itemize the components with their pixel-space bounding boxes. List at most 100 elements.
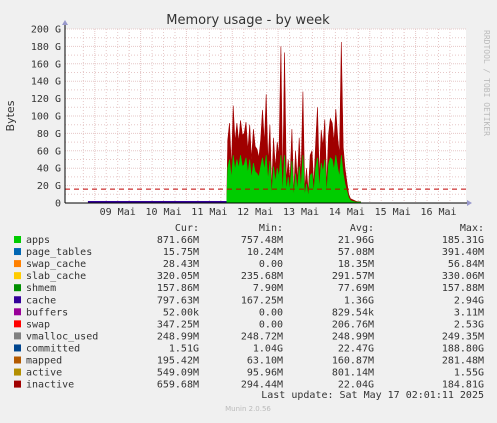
legend-avg-value: 1.36G (344, 295, 374, 306)
y-tick-label: 140 G (31, 77, 61, 88)
legend-avg-value: 829.54k (332, 307, 374, 318)
legend-name: slab_cache (26, 271, 86, 282)
x-tick-label: 14 Mai (329, 207, 365, 218)
y-tick-label: 0 (55, 199, 61, 210)
legend-max-value: 2.53G (454, 319, 484, 330)
x-tick-label: 13 Mai (283, 207, 319, 218)
legend-name: cache (26, 295, 56, 306)
legend-max-value: 56.84M (448, 259, 484, 270)
legend-cur-value: 248.99M (157, 331, 199, 342)
legend-name: page_tables (26, 247, 92, 258)
legend-max-value: 188.80G (442, 343, 484, 354)
chart-title: Memory usage - by week (166, 13, 330, 28)
legend-swatch-swap_cache (14, 260, 21, 268)
legend-min-value: 235.68M (241, 271, 283, 282)
x-tick-label: 11 Mai (191, 207, 227, 218)
y-tick-label: 40 G (37, 164, 61, 175)
y-tick-label: 100 G (31, 112, 61, 123)
legend-swatch-vmalloc_used (14, 332, 21, 340)
legend-cur-value: 797.63M (157, 295, 199, 306)
legend-name: vmalloc_used (26, 331, 98, 342)
legend-header: Min: (259, 223, 283, 234)
legend-avg-value: 77.69M (338, 283, 374, 294)
y-tick-label: 160 G (31, 59, 61, 70)
legend-cur-value: 871.66M (157, 235, 199, 246)
legend-max-value: 184.81G (442, 380, 484, 391)
x-tick-label: 15 Mai (375, 207, 411, 218)
legend-header: Max: (460, 223, 484, 234)
legend-cur-value: 52.00k (163, 307, 199, 318)
legend-max-value: 185.31G (442, 235, 484, 246)
legend-min-value: 10.24M (247, 247, 283, 258)
legend-min-value: 1.04G (253, 343, 283, 354)
legend-min-value: 7.90M (253, 283, 283, 294)
legend-name: buffers (26, 307, 68, 318)
legend-swatch-shmem (14, 284, 21, 292)
legend-avg-value: 160.87M (332, 356, 374, 367)
legend-max-value: 2.94G (454, 295, 484, 306)
legend-cur-value: 1.51G (169, 343, 199, 354)
legend-min-value: 757.48M (241, 235, 283, 246)
y-tick-label: 20 G (37, 181, 61, 192)
legend-max-value: 249.35M (442, 331, 484, 342)
legend-swatch-swap (14, 320, 21, 328)
legend-avg-value: 22.47G (338, 343, 374, 354)
legend-min-value: 0.00 (259, 307, 283, 318)
legend-max-value: 281.48M (442, 356, 484, 367)
legend-swatch-active (14, 368, 21, 376)
legend-name: committed (26, 343, 80, 354)
legend-min-value: 63.10M (247, 356, 283, 367)
rrdtool-side-label: RRDTOOL / TOBI OETIKER (482, 30, 491, 136)
legend-name: mapped (26, 356, 62, 367)
y-tick-label: 120 G (31, 94, 61, 105)
legend-swatch-inactive (14, 380, 21, 388)
plot-area: 0 20 G 40 G 60 G 80 G 100 G 120 G 140 G 160 G 180… (31, 20, 472, 218)
legend-max-value: 391.40M (442, 247, 484, 258)
legend-min-value: 167.25M (241, 295, 283, 306)
x-tick-label: 10 Mai (145, 207, 181, 218)
y-tick-label: 200 G (31, 25, 61, 36)
legend-avg-value: 57.08M (338, 247, 374, 258)
legend-cur-value: 157.86M (157, 283, 199, 294)
legend-cur-value: 347.25M (157, 319, 199, 330)
legend-avg-value: 291.57M (332, 271, 374, 282)
legend-swatch-page_tables (14, 248, 21, 256)
legend-avg-value: 21.96G (338, 235, 374, 246)
legend-max-value: 3.11M (454, 307, 484, 318)
legend-avg-value: 22.04G (338, 380, 374, 391)
y-tick-label: 180 G (31, 42, 61, 53)
legend-avg-value: 248.99M (332, 331, 374, 342)
legend-swatch-cache (14, 296, 21, 304)
series-inactive (226, 41, 361, 204)
legend-cur-value: 320.05M (157, 271, 199, 282)
legend-max-value: 157.88M (442, 283, 484, 294)
legend-cur-value: 28.43M (163, 259, 199, 270)
legend-min-value: 0.00 (259, 319, 283, 330)
legend-min-value: 248.72M (241, 331, 283, 342)
legend-avg-value: 206.76M (332, 319, 374, 330)
legend-min-value: 294.44M (241, 380, 283, 391)
y-axis-arrow (62, 20, 68, 25)
x-tick-label: 12 Mai (237, 207, 273, 218)
legend-swatch-slab_cache (14, 272, 21, 280)
legend-max-value: 330.06M (442, 271, 484, 282)
legend-cur-value: 549.09M (157, 368, 199, 379)
series-apps (226, 155, 361, 204)
legend-cur-value: 659.68M (157, 380, 199, 391)
y-tick-label: 60 G (37, 146, 61, 157)
legend-cur-value: 15.75M (163, 247, 199, 258)
legend-name: apps (26, 235, 50, 246)
y-tick-label: 80 G (37, 129, 61, 140)
legend-header: Cur: (175, 223, 199, 234)
legend-swatch-mapped (14, 356, 21, 364)
last-update: Last update: Sat May 17 02:01:11 2025 (261, 390, 484, 401)
legend-avg-value: 801.14M (332, 368, 374, 379)
legend-swatch-committed (14, 344, 21, 352)
y-axis-label: Bytes (4, 100, 17, 131)
legend-avg-value: 18.35M (338, 259, 374, 270)
legend: Cur: Min: Avg: Max: apps 871.66M 757.48M 21.96G… (14, 223, 484, 391)
series-cache (87, 201, 227, 203)
x-tick-label: 16 Mai (420, 207, 456, 218)
legend-header: Avg: (350, 223, 374, 234)
